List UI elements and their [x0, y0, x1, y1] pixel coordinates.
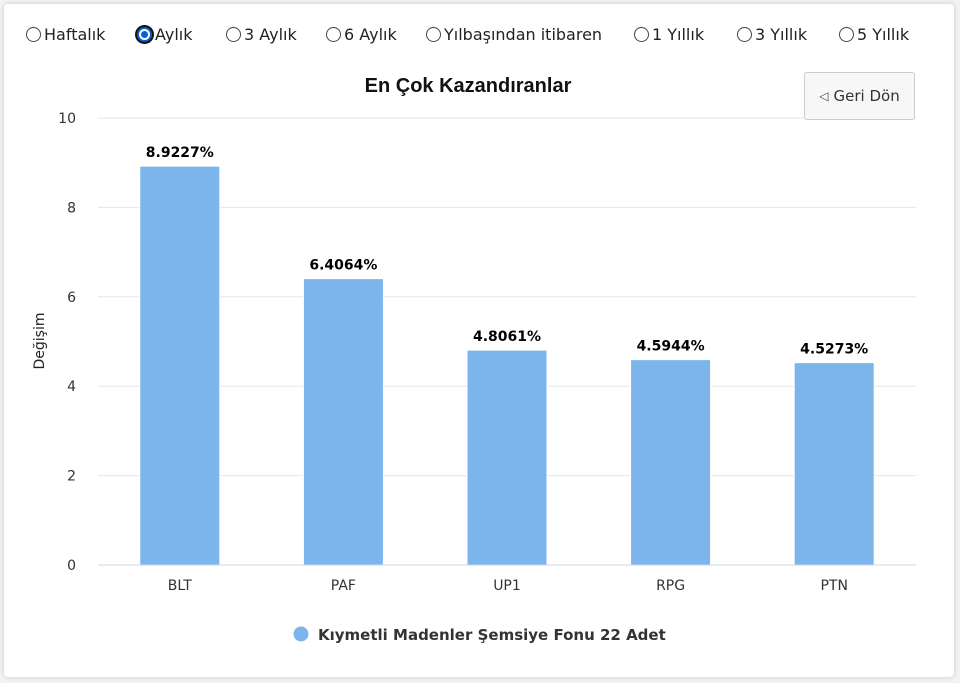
period-label: 3 Yıllık — [755, 24, 808, 44]
bars: 8.9227% 6.4064% 4.8061% 4.5944% 4.5273% — [139, 144, 875, 566]
period-option-6-months[interactable]: 6 Aylık — [326, 25, 426, 44]
y-tick-label: 8 — [67, 200, 76, 216]
y-tick-label: 6 — [67, 290, 76, 306]
bar-up1[interactable] — [466, 349, 548, 566]
radio-3-months-icon[interactable] — [226, 26, 241, 42]
legend[interactable]: Kıymetli Madenler Şemsiye Fonu 22 Adet — [293, 626, 666, 644]
back-button-label: Geri Dön — [833, 87, 900, 105]
x-tick-label: PTN — [820, 578, 847, 594]
period-option-3-years[interactable]: 3 Yıllık — [737, 25, 839, 44]
period-option-ytd[interactable]: Yılbaşından itibaren — [426, 25, 634, 44]
period-label: 3 Aylık — [244, 24, 297, 44]
period-option-3-months[interactable]: 3 Aylık — [226, 25, 326, 44]
data-label: 4.5944% — [637, 339, 705, 355]
x-axis-ticks: BLT PAF UP1 RPG PTN — [168, 578, 848, 594]
data-label: 4.8061% — [473, 329, 541, 345]
x-tick-label: BLT — [168, 578, 192, 594]
period-label: 6 Aylık — [344, 24, 397, 44]
bar-paf[interactable] — [302, 278, 384, 566]
radio-ytd-icon[interactable] — [426, 26, 441, 42]
triangle-left-icon: ◁ — [819, 89, 829, 103]
period-label: 1 Yıllık — [652, 24, 705, 44]
period-selector: Haftalık Aylık 3 Aylık 6 Aylık Yılbaşınd… — [26, 22, 909, 46]
x-tick-label: PAF — [331, 578, 356, 594]
bar-blt[interactable] — [139, 165, 221, 566]
x-tick-label: RPG — [656, 578, 685, 594]
y-tick-label: 2 — [67, 469, 76, 485]
period-label: Yılbaşından itibaren — [444, 24, 603, 44]
bar-rpg[interactable] — [630, 359, 712, 566]
y-axis-ticks: 0 2 4 6 8 10 — [58, 111, 76, 574]
period-option-monthly[interactable]: Aylık — [137, 25, 226, 44]
period-label: Haftalık — [44, 24, 106, 44]
period-option-1-year[interactable]: 1 Yıllık — [634, 25, 737, 44]
data-label: 4.5273% — [800, 342, 868, 358]
x-tick-label: UP1 — [493, 578, 521, 594]
data-label: 8.9227% — [146, 145, 214, 161]
radio-6-months-icon[interactable] — [326, 26, 341, 42]
period-label: 5 Yıllık — [857, 24, 910, 44]
y-tick-label: 10 — [58, 111, 76, 127]
back-button[interactable]: ◁ Geri Dön — [804, 72, 915, 120]
radio-3-years-icon[interactable] — [737, 26, 752, 42]
period-option-5-years[interactable]: 5 Yıllık — [839, 25, 909, 44]
radio-monthly-icon[interactable] — [137, 26, 152, 42]
data-label: 6.4064% — [309, 258, 377, 274]
legend-label[interactable]: Kıymetli Madenler Şemsiye Fonu 22 Adet — [318, 626, 666, 644]
period-option-weekly[interactable]: Haftalık — [26, 25, 137, 44]
radio-1-year-icon[interactable] — [634, 26, 649, 42]
y-tick-label: 4 — [67, 379, 76, 395]
chart-title: En Çok Kazandıranlar — [365, 75, 572, 97]
period-label: Aylık — [155, 24, 193, 44]
legend-marker-icon — [293, 626, 309, 642]
y-axis-label: Değişim — [32, 313, 48, 370]
radio-5-years-icon[interactable] — [839, 26, 854, 42]
radio-weekly-icon[interactable] — [26, 26, 41, 42]
bar-ptn[interactable] — [793, 362, 875, 566]
y-tick-label: 0 — [67, 558, 76, 574]
